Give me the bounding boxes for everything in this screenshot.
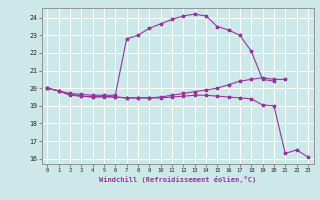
X-axis label: Windchill (Refroidissement éolien,°C): Windchill (Refroidissement éolien,°C) xyxy=(99,176,256,183)
